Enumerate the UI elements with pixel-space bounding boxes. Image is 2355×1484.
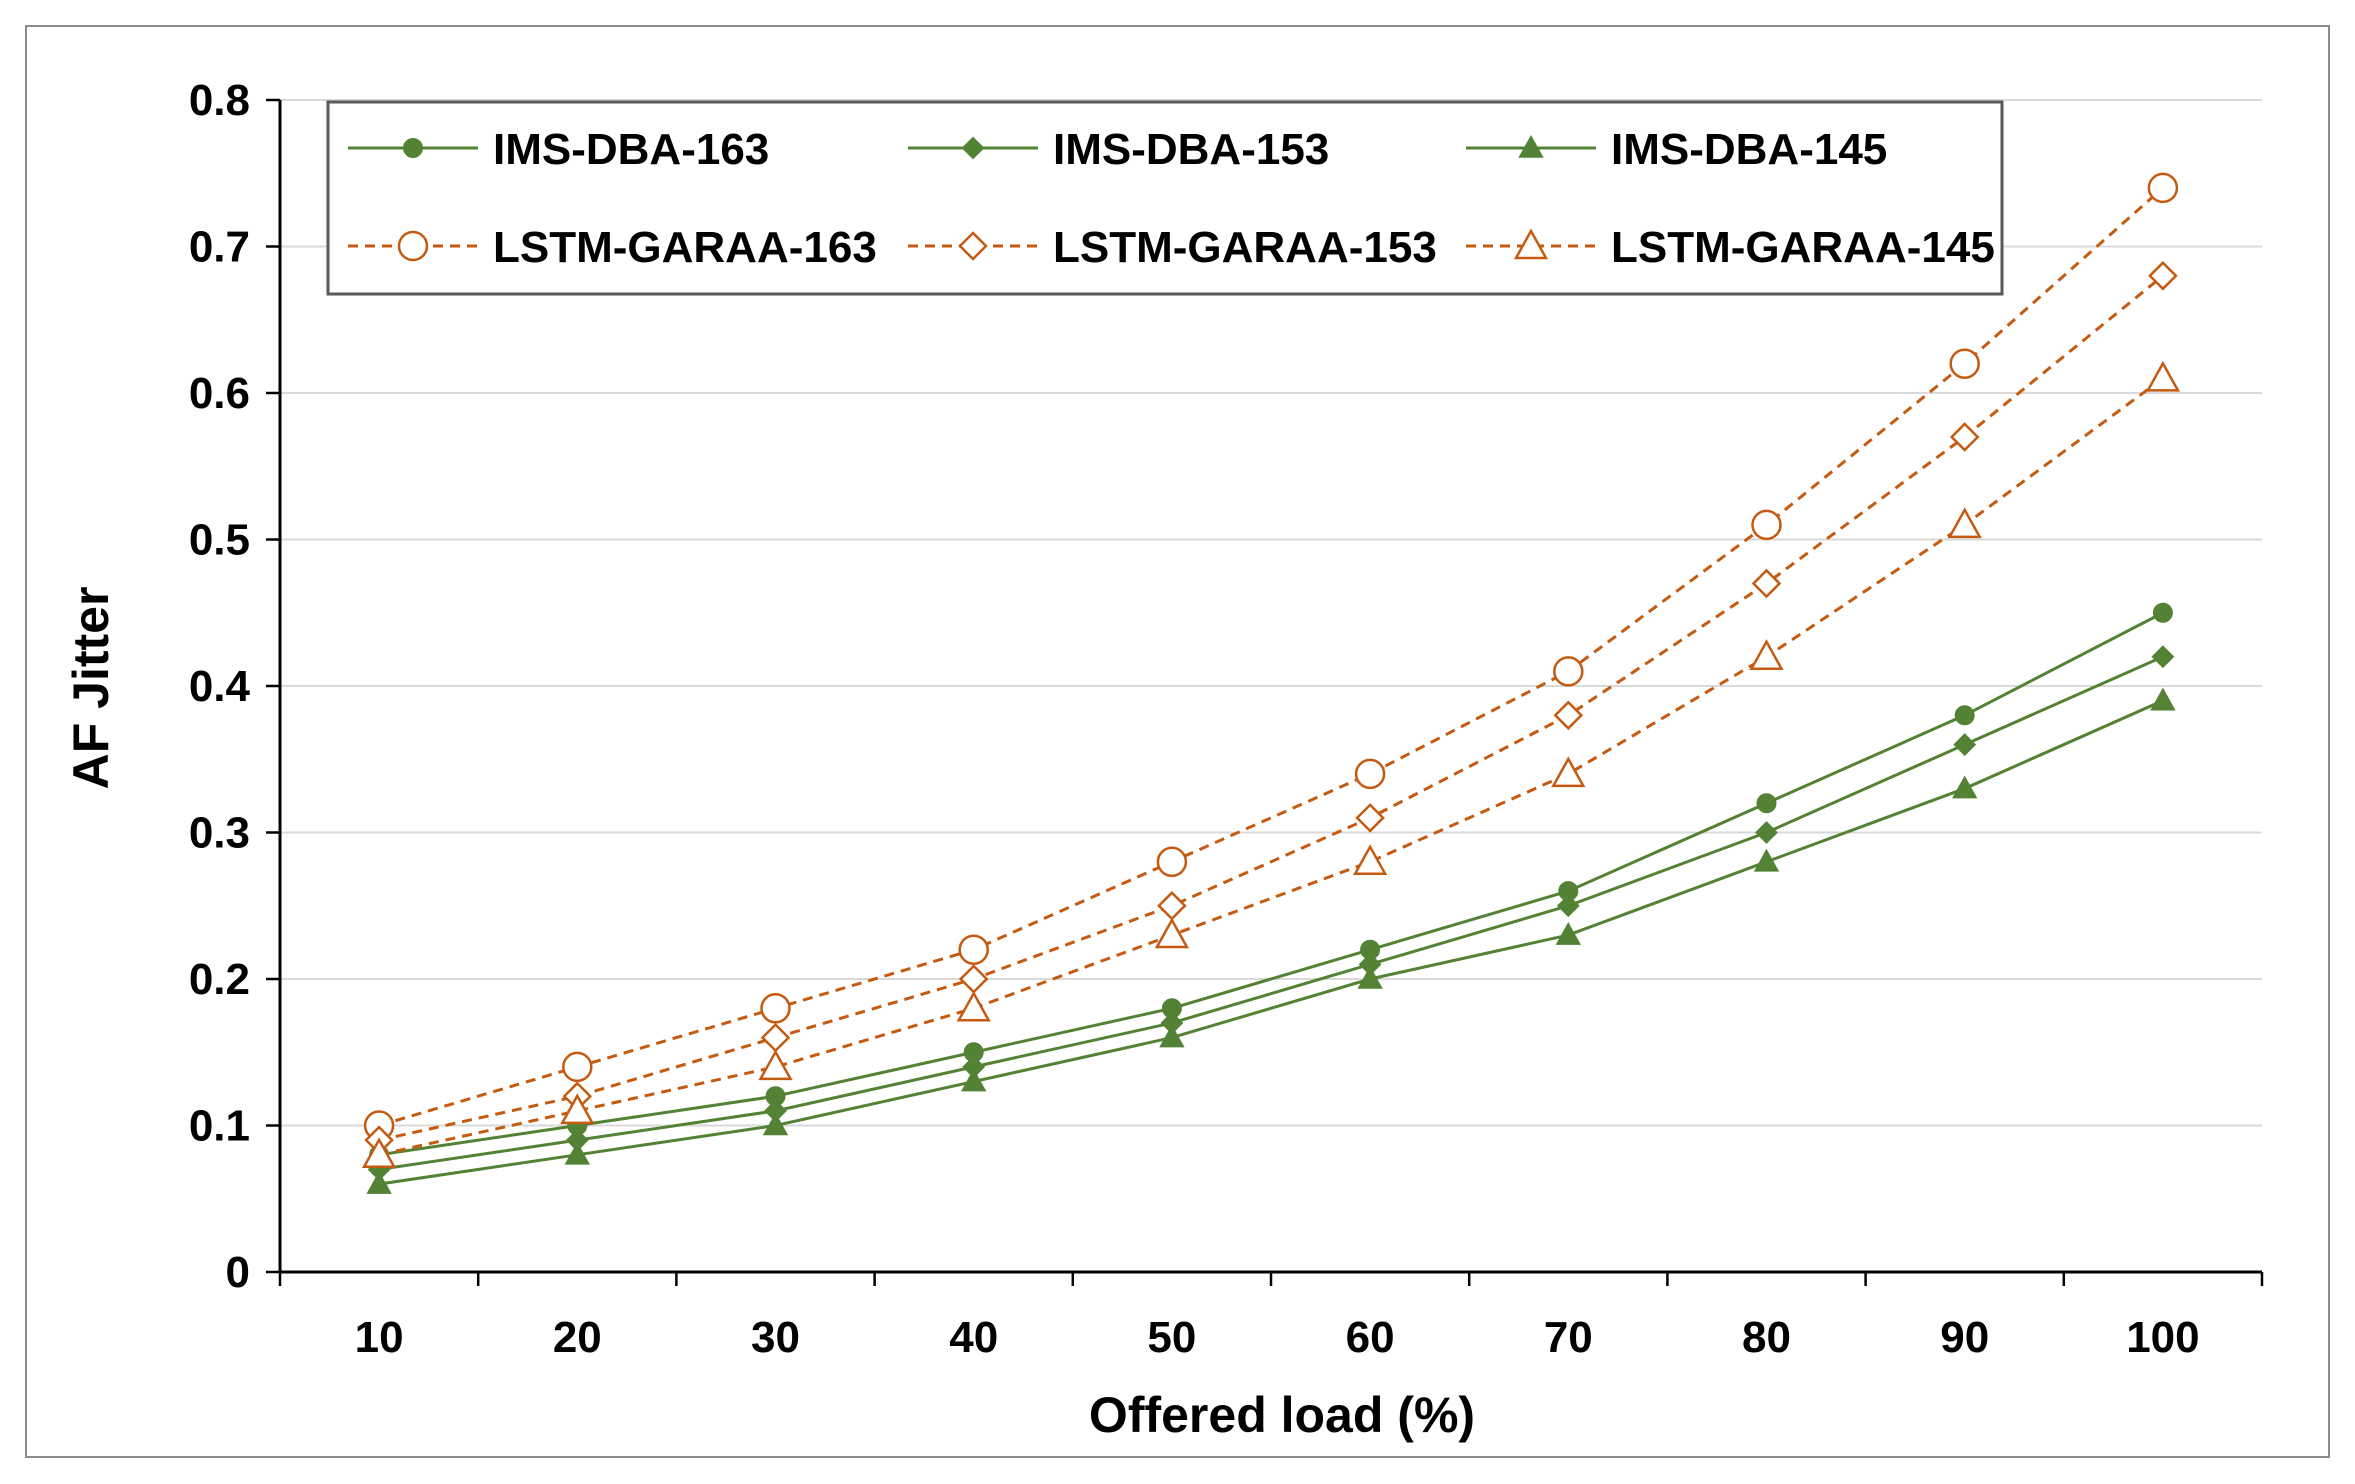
legend-marker: [397, 230, 429, 262]
data-point: [1154, 917, 1190, 949]
legend-item: LSTM-GARAA-153: [908, 223, 1437, 272]
data-point: [1953, 733, 1977, 757]
x-tick-label: 100: [2126, 1313, 2199, 1362]
data-point: [2145, 360, 2181, 392]
data-point: [2147, 172, 2179, 204]
data-point: [760, 993, 791, 1024]
data-point: [1553, 700, 1584, 731]
legend-marker: [958, 231, 988, 261]
series-line: [378, 377, 2164, 1157]
x-tick-label: 90: [1940, 1313, 1989, 1362]
data-point: [1553, 656, 1584, 687]
data-point: [1555, 921, 1581, 945]
data-point: [1756, 793, 1777, 814]
y-tick-label: 0: [226, 1248, 250, 1297]
data-point: [2151, 645, 2175, 669]
data-point: [1753, 848, 1780, 872]
y-axis-title: AF Jitter: [63, 587, 119, 790]
x-tick-label: 60: [1346, 1313, 1395, 1362]
data-point: [1355, 803, 1385, 833]
data-point: [1357, 965, 1383, 989]
series-line: [378, 699, 2164, 1186]
legend-item: IMS-DBA-153: [908, 125, 1329, 174]
data-point: [361, 1137, 397, 1169]
data-point: [2150, 687, 2176, 711]
series-lstm-garaa-145: [361, 360, 2181, 1169]
data-point: [366, 1171, 392, 1194]
x-tick-label: 50: [1147, 1313, 1196, 1362]
data-point: [560, 1093, 595, 1125]
x-axis-title: Offered load (%): [1089, 1387, 1475, 1443]
data-point: [958, 934, 989, 965]
x-tick-label: 80: [1742, 1313, 1791, 1362]
data-point: [1354, 758, 1386, 790]
series-ims-dba-153: [367, 645, 2175, 1181]
series-group: [361, 172, 2181, 1194]
data-point: [564, 1141, 590, 1165]
y-tick-label: 0.2: [189, 955, 250, 1004]
x-tick-label: 40: [949, 1313, 998, 1362]
legend-label: LSTM-GARAA-153: [1053, 223, 1437, 272]
legend-label: IMS-DBA-153: [1053, 125, 1329, 174]
series-ims-dba-145: [366, 687, 2176, 1194]
data-point: [2152, 602, 2173, 623]
legend-marker: [1513, 228, 1549, 260]
data-point: [762, 1112, 789, 1136]
series-lstm-garaa-163: [363, 172, 2179, 1141]
series-line: [378, 274, 2164, 1142]
legend-label: LSTM-GARAA-163: [493, 223, 877, 272]
y-tick-label: 0.6: [189, 369, 250, 418]
y-tick-label: 0.5: [189, 516, 250, 565]
data-point: [1949, 348, 1980, 379]
x-tick-label: 20: [553, 1313, 602, 1362]
data-point: [961, 1068, 987, 1092]
data-point: [562, 1051, 593, 1083]
x-tick-label: 10: [355, 1313, 404, 1362]
data-point: [1755, 821, 1778, 844]
x-tick-label: 70: [1544, 1313, 1593, 1362]
data-point: [1352, 844, 1388, 876]
series-line: [378, 186, 2164, 1127]
data-point: [1952, 775, 1978, 799]
y-tick-label: 0.7: [189, 223, 250, 272]
legend-marker: [961, 136, 985, 160]
data-point: [1949, 422, 1980, 452]
legend-item: LSTM-GARAA-145: [1466, 223, 1995, 272]
legend-marker: [1518, 134, 1544, 158]
data-point: [1751, 509, 1782, 541]
legend-marker: [403, 138, 423, 158]
legend-item: IMS-DBA-163: [348, 125, 769, 174]
legend-label: IMS-DBA-163: [493, 125, 769, 174]
series-lstm-garaa-153: [364, 261, 2178, 1155]
legend-label: IMS-DBA-145: [1611, 125, 1887, 174]
data-point: [1556, 894, 1580, 918]
data-point: [1954, 705, 1975, 726]
y-tick-label: 0.8: [189, 76, 250, 125]
legend-item: LSTM-GARAA-163: [348, 223, 877, 272]
data-point: [1751, 568, 1782, 599]
y-tick-label: 0.1: [189, 1102, 250, 1151]
x-tick-label: 30: [751, 1313, 800, 1362]
legend: IMS-DBA-163 IMS-DBA-153 IMS-DBA-145 LSTM-GA…: [326, 100, 2004, 296]
data-point: [1947, 507, 1982, 539]
data-point: [2148, 261, 2178, 291]
y-tick-label: 0.3: [189, 809, 250, 858]
legend-box: [326, 100, 2004, 296]
series-line: [378, 655, 2164, 1171]
data-point: [956, 990, 991, 1022]
data-point: [1749, 639, 1784, 670]
data-point: [1551, 756, 1586, 788]
axes: 0 0.1 0.2 0.3 0.4 0.5 0.6 0.7 0.8 10 20 30 40 50 60 70 8…: [189, 76, 2264, 1362]
data-point: [1156, 846, 1188, 878]
legend-label: LSTM-GARAA-145: [1611, 223, 1995, 272]
y-tick-label: 0.4: [189, 662, 251, 711]
data-point: [1159, 1024, 1185, 1048]
data-point: [758, 1049, 793, 1081]
legend-item: IMS-DBA-145: [1466, 125, 1887, 174]
series-line: [378, 611, 2164, 1157]
